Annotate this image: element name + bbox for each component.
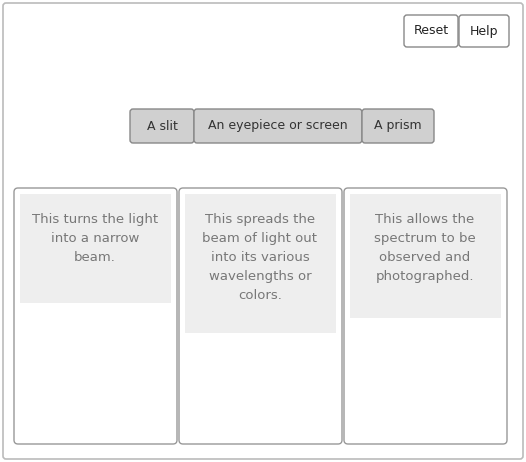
Bar bbox=[20, 194, 171, 303]
Bar bbox=[350, 194, 501, 318]
FancyBboxPatch shape bbox=[3, 3, 523, 459]
FancyBboxPatch shape bbox=[404, 15, 458, 47]
Text: This spreads the
beam of light out
into its various
wavelengths or
colors.: This spreads the beam of light out into … bbox=[203, 213, 318, 302]
FancyBboxPatch shape bbox=[194, 109, 362, 143]
Text: A prism: A prism bbox=[374, 120, 422, 133]
FancyBboxPatch shape bbox=[179, 188, 342, 444]
FancyBboxPatch shape bbox=[362, 109, 434, 143]
Text: This turns the light
into a narrow
beam.: This turns the light into a narrow beam. bbox=[32, 213, 158, 264]
Text: An eyepiece or screen: An eyepiece or screen bbox=[208, 120, 348, 133]
FancyBboxPatch shape bbox=[130, 109, 194, 143]
Text: Reset: Reset bbox=[413, 24, 449, 37]
Text: Help: Help bbox=[470, 24, 498, 37]
Bar bbox=[185, 194, 336, 333]
Text: This allows the
spectrum to be
observed and
photographed.: This allows the spectrum to be observed … bbox=[374, 213, 476, 283]
FancyBboxPatch shape bbox=[344, 188, 507, 444]
Text: A slit: A slit bbox=[147, 120, 177, 133]
FancyBboxPatch shape bbox=[459, 15, 509, 47]
FancyBboxPatch shape bbox=[14, 188, 177, 444]
